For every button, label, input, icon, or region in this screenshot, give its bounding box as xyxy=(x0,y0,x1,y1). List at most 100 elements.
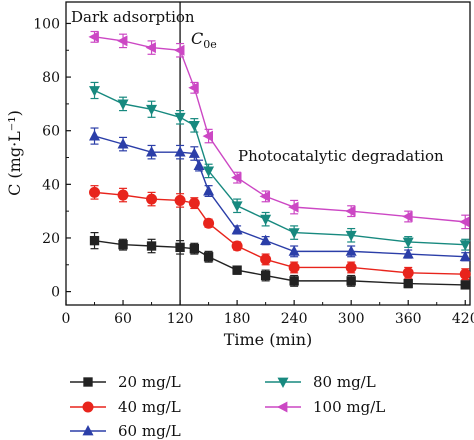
data-point xyxy=(260,270,271,281)
annotation-dark-adsorption: Dark adsorption xyxy=(71,8,195,26)
series-1 xyxy=(89,232,470,290)
data-point xyxy=(459,216,470,228)
data-point xyxy=(232,265,242,275)
series-2 xyxy=(89,185,471,281)
y-tick-label: 80 xyxy=(42,70,60,86)
data-point xyxy=(117,99,129,110)
data-point xyxy=(402,267,414,279)
data-point xyxy=(288,201,299,213)
legend-marker xyxy=(82,401,94,413)
annotation-photocatalytic: Photocatalytic degradation xyxy=(238,147,444,165)
x-tick-label: 180 xyxy=(224,311,251,327)
data-point xyxy=(188,120,200,132)
y-tick-label: 100 xyxy=(33,16,60,32)
data-point xyxy=(288,245,300,256)
data-point xyxy=(188,82,199,94)
data-point xyxy=(189,244,200,254)
data-point xyxy=(146,146,158,157)
data-point xyxy=(403,278,413,289)
legend: 20 mg/L 40 mg/L 60 mg/L 80 mg/L 100 mg/L xyxy=(70,373,385,440)
data-point xyxy=(288,261,300,273)
data-point xyxy=(202,130,213,142)
data-point xyxy=(116,35,128,47)
data-point xyxy=(203,217,215,229)
data-point xyxy=(345,230,357,242)
x-tick-label: 0 xyxy=(62,311,71,327)
data-point xyxy=(89,130,101,141)
data-point xyxy=(231,172,242,184)
annotation-c0e: C0e xyxy=(191,29,217,51)
series-line xyxy=(94,36,466,223)
series-line xyxy=(94,89,466,246)
data-point xyxy=(145,42,156,54)
legend-label: 20 mg/L xyxy=(118,373,181,391)
data-point xyxy=(260,234,272,246)
data-point xyxy=(146,193,158,205)
x-tick-label: 360 xyxy=(395,311,422,327)
data-point xyxy=(259,190,271,202)
y-axis-ticks: 0 20 40 60 80 100 xyxy=(33,16,71,301)
data-point xyxy=(203,184,215,196)
y-axis-label: C (mg·L⁻¹) xyxy=(5,110,24,196)
data-point xyxy=(402,248,414,259)
x-tick-label: 420 xyxy=(452,311,474,327)
data-point xyxy=(459,250,471,262)
data-point xyxy=(118,239,128,250)
data-point xyxy=(459,268,471,280)
data-point xyxy=(460,280,470,290)
data-point xyxy=(231,201,243,212)
data-point xyxy=(174,146,186,157)
y-tick-label: 20 xyxy=(42,231,60,247)
legend-marker xyxy=(83,377,93,387)
data-point xyxy=(203,166,215,177)
y-tick-label: 40 xyxy=(42,177,60,193)
data-point xyxy=(89,86,101,97)
x-tick-label: 240 xyxy=(281,311,308,327)
data-point xyxy=(260,253,272,265)
x-tick-label: 120 xyxy=(167,311,194,327)
data-point xyxy=(459,240,471,251)
data-point xyxy=(117,189,129,201)
legend-label: 40 mg/L xyxy=(118,398,181,416)
y-tick-label: 60 xyxy=(42,124,60,140)
data-point xyxy=(289,276,299,286)
data-point xyxy=(260,214,272,226)
plot-area xyxy=(65,1,471,306)
data-point xyxy=(174,194,186,206)
legend-marker xyxy=(277,377,289,389)
y-tick-label: 0 xyxy=(51,285,60,301)
legend-label: 100 mg/L xyxy=(313,398,385,416)
data-point xyxy=(346,276,356,286)
series-layer xyxy=(88,30,471,290)
data-point xyxy=(203,252,214,262)
legend-item: 60 mg/L xyxy=(70,422,181,440)
data-point xyxy=(231,223,243,235)
legend-item: 20 mg/L xyxy=(70,373,181,391)
series-5 xyxy=(88,30,470,230)
data-point xyxy=(88,31,99,43)
data-point xyxy=(193,159,205,170)
legend-label: 60 mg/L xyxy=(118,422,181,440)
data-point xyxy=(402,237,414,249)
legend-label: 80 mg/L xyxy=(313,373,376,391)
series-4 xyxy=(89,81,471,251)
data-point xyxy=(345,205,356,217)
x-axis-label: Time (min) xyxy=(224,330,313,349)
x-tick-label: 60 xyxy=(114,311,132,327)
x-axis-ticks: 0 60 120 180 240 300 360 420 xyxy=(62,300,474,327)
series-line xyxy=(94,239,466,286)
legend-marker xyxy=(276,401,288,413)
data-point xyxy=(89,186,101,198)
series-3 xyxy=(89,127,471,262)
data-point xyxy=(175,242,185,253)
legend-marker xyxy=(82,424,94,436)
data-point xyxy=(146,241,157,251)
data-point xyxy=(188,147,200,158)
data-point xyxy=(402,211,413,223)
legend-item: 80 mg/L xyxy=(265,373,376,391)
x-tick-label: 300 xyxy=(338,311,365,327)
data-point xyxy=(117,138,129,149)
legend-item: 40 mg/L xyxy=(70,398,181,416)
data-point xyxy=(174,112,186,124)
